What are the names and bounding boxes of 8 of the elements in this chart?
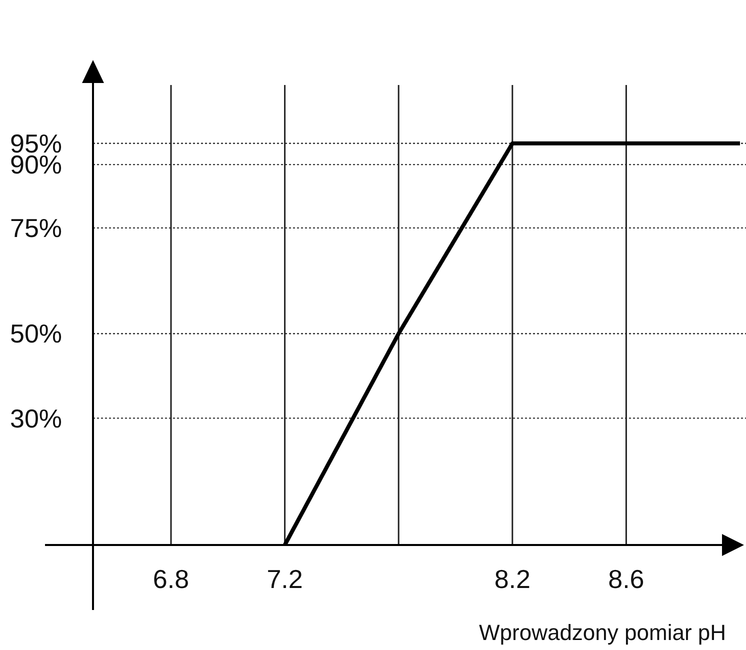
x-tick-label: 6.8 (152, 564, 190, 594)
x-tick-label: 8.6 (608, 564, 644, 594)
y-tick-label: 50% (10, 318, 62, 349)
x-tick-label: 7.2 (266, 564, 303, 594)
y-tick-label: 30% (10, 403, 62, 434)
x-tick-label: 8.2 (494, 564, 530, 594)
y-tick-label: 75% (10, 213, 62, 244)
x-axis-title: Wprowadzony pomiar pH (479, 620, 726, 645)
